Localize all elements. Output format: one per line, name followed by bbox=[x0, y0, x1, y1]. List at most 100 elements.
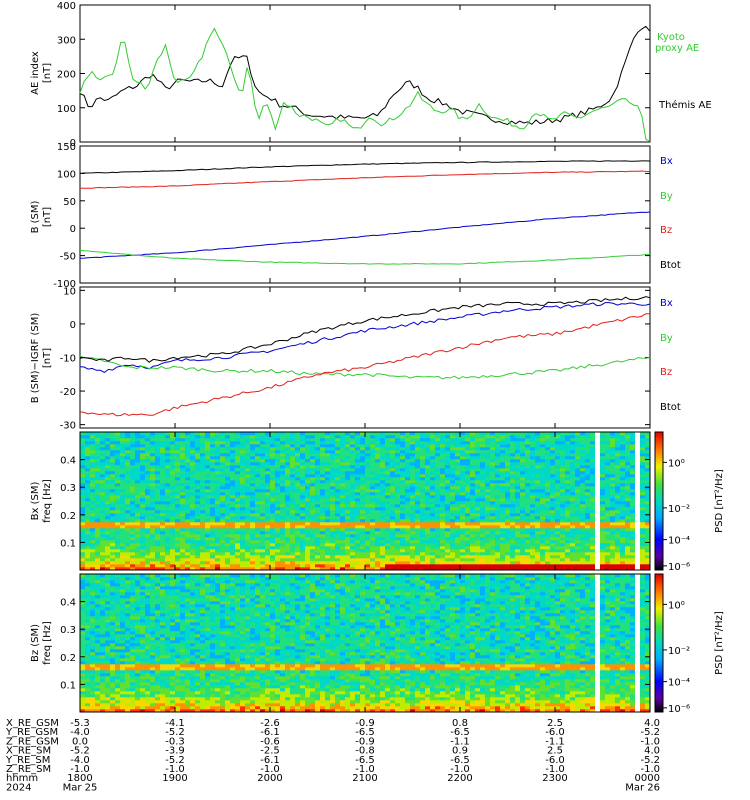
spectrogram-cell bbox=[400, 534, 406, 538]
spectrogram-cell bbox=[530, 501, 536, 505]
spectrogram-cell bbox=[120, 462, 126, 466]
spectrogram-cell bbox=[275, 555, 281, 559]
spectrogram-cell bbox=[165, 516, 171, 520]
spectrogram-cell bbox=[80, 447, 86, 451]
spectrogram-cell bbox=[255, 468, 261, 472]
spectrogram-cell bbox=[225, 453, 231, 457]
spectrogram-cell bbox=[600, 507, 606, 511]
b_minus_igrf-series-btot bbox=[79, 296, 651, 363]
spectrogram-cell bbox=[415, 555, 421, 559]
spectrogram-cell bbox=[590, 432, 596, 436]
spectrogram-cell bbox=[470, 534, 476, 538]
spectrogram-cell bbox=[225, 531, 231, 535]
spectrogram-cell bbox=[390, 567, 396, 571]
spectrogram-cell bbox=[495, 456, 501, 460]
spectrogram-cell bbox=[275, 441, 281, 445]
spectrogram-cell bbox=[245, 477, 251, 481]
spectrogram-cell bbox=[605, 465, 611, 469]
spectrogram-cell bbox=[415, 561, 421, 565]
spectrogram-cell bbox=[525, 558, 531, 562]
spectrogram-cell bbox=[605, 432, 611, 436]
spectrogram-cell bbox=[500, 537, 506, 541]
spectrogram-cell bbox=[525, 531, 531, 535]
spectrogram-cell bbox=[120, 513, 126, 517]
spectrogram-cell bbox=[440, 558, 446, 562]
spectrogram-cell bbox=[520, 552, 526, 556]
spectrogram-cell bbox=[460, 456, 466, 460]
spectrogram-cell bbox=[255, 537, 261, 541]
spectrogram-cell bbox=[280, 474, 286, 478]
spectrogram-cell bbox=[500, 561, 506, 565]
spectrogram-cell bbox=[550, 561, 556, 565]
spectrogram-cell bbox=[160, 510, 166, 514]
spectrogram-cell bbox=[225, 534, 231, 538]
spectrogram-cell bbox=[245, 462, 251, 466]
spectrogram-cell bbox=[285, 519, 291, 523]
spectrogram-cell bbox=[395, 558, 401, 562]
spectrogram-cell bbox=[135, 441, 141, 445]
spectrogram-cell bbox=[415, 552, 421, 556]
spectrogram-cell bbox=[310, 543, 316, 547]
spectrogram-cell bbox=[500, 552, 506, 556]
spectrogram-cell bbox=[395, 549, 401, 553]
spectrogram-cell bbox=[115, 534, 121, 538]
spectrogram-cell bbox=[405, 567, 411, 571]
spectrogram-cell bbox=[415, 477, 421, 481]
spectrogram-cell bbox=[280, 441, 286, 445]
spectrogram-cell bbox=[340, 528, 346, 532]
spectrogram-cell bbox=[105, 480, 111, 484]
spectrogram-cell bbox=[285, 549, 291, 553]
spectrogram-cell bbox=[410, 525, 416, 529]
legend-themis: Thémis AE bbox=[658, 99, 712, 111]
spectrogram-cell bbox=[485, 453, 491, 457]
spectrogram-cell bbox=[205, 450, 211, 454]
spectrogram-cell bbox=[595, 510, 601, 514]
spectrogram-cell bbox=[195, 483, 201, 487]
spectrogram-cell bbox=[510, 453, 516, 457]
spectrogram-cell bbox=[225, 477, 231, 481]
spectrogram-cell bbox=[555, 441, 561, 445]
spectrogram-cell bbox=[145, 537, 151, 541]
spectrogram-cell bbox=[505, 495, 511, 499]
spectrogram-cell bbox=[570, 552, 576, 556]
spectrogram-cell bbox=[505, 486, 511, 490]
spectrogram-cell bbox=[540, 513, 546, 517]
spectrogram-cell bbox=[380, 459, 386, 463]
spectrogram-cell bbox=[515, 528, 521, 532]
spectrogram-cell bbox=[385, 441, 391, 445]
spectrogram-cell bbox=[390, 507, 396, 511]
spectrogram-cell bbox=[225, 441, 231, 445]
spectrogram-cell bbox=[445, 474, 451, 478]
spectrogram-cell bbox=[280, 453, 286, 457]
spectrogram-cell bbox=[120, 483, 126, 487]
spectrogram-cell bbox=[330, 519, 336, 523]
spectrogram-cell bbox=[195, 441, 201, 445]
spectrogram-cell bbox=[470, 441, 476, 445]
spectrogram-cell bbox=[310, 555, 316, 559]
spectrogram-cell bbox=[540, 495, 546, 499]
spectrogram-cell bbox=[495, 549, 501, 553]
spectrogram-cell bbox=[315, 561, 321, 565]
spectrogram-cell bbox=[80, 480, 86, 484]
spectrogram-cell bbox=[480, 471, 486, 475]
spectrogram-cell bbox=[185, 531, 191, 535]
spectrogram-cell bbox=[470, 546, 476, 550]
spectrogram-cell bbox=[465, 549, 471, 553]
spectrogram-cell bbox=[240, 519, 246, 523]
spectrogram-cell bbox=[555, 465, 561, 469]
spectrogram-cell bbox=[170, 438, 176, 442]
spectrogram-cell bbox=[565, 555, 571, 559]
spectrogram-cell bbox=[235, 498, 241, 502]
spectrogram-cell bbox=[330, 498, 336, 502]
spectrogram-cell bbox=[600, 453, 606, 457]
spectrogram-cell bbox=[375, 489, 381, 493]
spectrogram-cell bbox=[525, 561, 531, 565]
spectrogram-cell bbox=[375, 519, 381, 523]
spectrogram-cell bbox=[205, 516, 211, 520]
spectrogram-cell bbox=[125, 432, 131, 436]
spectrogram-cell bbox=[180, 456, 186, 460]
spectrogram-cell bbox=[520, 495, 526, 499]
spectrogram-cell bbox=[350, 552, 356, 556]
spectrogram-cell bbox=[310, 519, 316, 523]
spectrogram-cell bbox=[530, 522, 536, 526]
